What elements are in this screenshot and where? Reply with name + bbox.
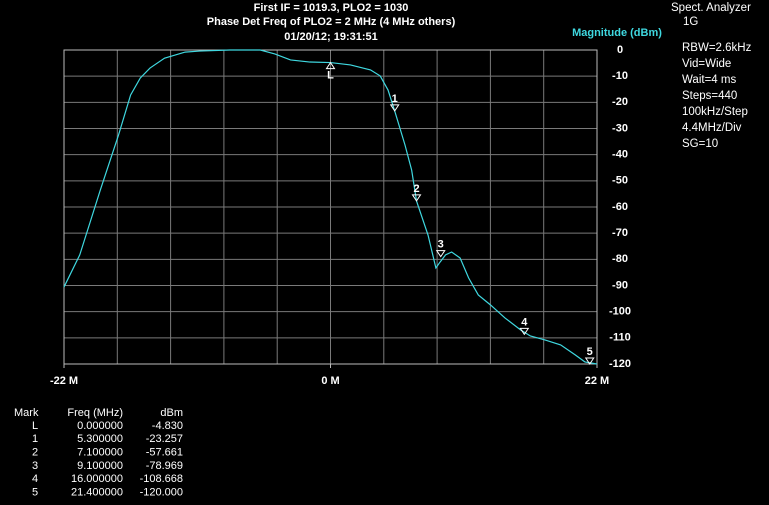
y-tick-label: -100 xyxy=(609,306,631,318)
x-tick-label: 0 M xyxy=(321,375,339,387)
table-cell: 4 xyxy=(32,473,38,485)
chart-title: 01/20/12; 19:31:51 xyxy=(284,31,378,43)
table-cell: 5 xyxy=(32,486,38,498)
table-cell: 7.100000 xyxy=(77,447,123,459)
y-tick-label: -60 xyxy=(612,201,628,213)
table-cell: -108.668 xyxy=(140,473,183,485)
setting-text: RBW=2.6kHz xyxy=(682,42,752,54)
table-header: Mark xyxy=(14,407,39,419)
setting-text: Steps=440 xyxy=(682,90,737,102)
setting-text: Vid=Wide xyxy=(682,58,731,70)
marker-label: 4 xyxy=(521,316,528,328)
y-tick-label: -40 xyxy=(612,149,628,161)
y-tick-label: -30 xyxy=(612,122,628,134)
table-cell: 2 xyxy=(32,447,38,459)
y-axis-label: Magnitude (dBm) xyxy=(572,27,662,39)
marker-label: 2 xyxy=(413,183,419,195)
setting-text: 100kHz/Step xyxy=(682,106,748,118)
table-cell: L xyxy=(32,420,38,432)
y-tick-label: -70 xyxy=(612,227,628,239)
y-tick-label: -20 xyxy=(612,96,628,108)
y-tick-label: -120 xyxy=(609,358,631,370)
table-cell: 0.000000 xyxy=(77,420,123,432)
table-cell: -120.000 xyxy=(140,486,183,498)
marker-label: 1 xyxy=(392,93,398,105)
setting-text: 1G xyxy=(683,16,698,28)
setting-text: Wait=4 ms xyxy=(682,74,736,86)
table-cell: 16.000000 xyxy=(71,473,123,485)
marker-label: L xyxy=(327,70,334,82)
setting-text: 4.4MHz/Div xyxy=(682,122,742,134)
x-tick-label: -22 M xyxy=(50,375,78,387)
table-cell: 21.400000 xyxy=(71,486,123,498)
table-cell: 5.300000 xyxy=(77,433,123,445)
table-cell: 9.100000 xyxy=(77,460,123,472)
table-cell: -57.661 xyxy=(146,447,183,459)
y-tick-label: -90 xyxy=(612,279,628,291)
table-cell: -23.257 xyxy=(146,433,183,445)
y-tick-label: -10 xyxy=(612,70,628,82)
marker-symbol xyxy=(389,104,400,112)
table-cell: -4.830 xyxy=(152,420,183,432)
table-cell: 1 xyxy=(32,433,38,445)
y-tick-label: -80 xyxy=(612,253,628,265)
setting-text: Spect. Analyzer xyxy=(671,2,751,14)
table-header: dBm xyxy=(160,407,183,419)
table-header: Freq (MHz) xyxy=(67,407,123,419)
plot-frame xyxy=(63,49,598,365)
marker-symbol xyxy=(411,194,422,202)
marker-symbol xyxy=(325,61,336,70)
y-tick-label: -50 xyxy=(612,175,628,187)
setting-text: SG=10 xyxy=(682,138,718,150)
y-tick-label: -110 xyxy=(609,332,630,344)
chart-title: Phase Det Freq of PLO2 = 2 MHz (4 MHz ot… xyxy=(207,16,456,28)
marker-symbol xyxy=(519,327,530,336)
table-cell: 3 xyxy=(32,460,38,472)
marker-symbol xyxy=(584,357,595,365)
marker-symbol xyxy=(435,250,446,258)
y-tick-label: 0 xyxy=(617,44,623,56)
marker-label: 5 xyxy=(587,346,593,358)
marker-label: 3 xyxy=(438,239,444,251)
chart-title: First IF = 1019.3, PLO2 = 1030 xyxy=(254,2,409,14)
table-cell: -78.969 xyxy=(146,460,183,472)
x-tick-label: 22 M xyxy=(585,375,609,387)
